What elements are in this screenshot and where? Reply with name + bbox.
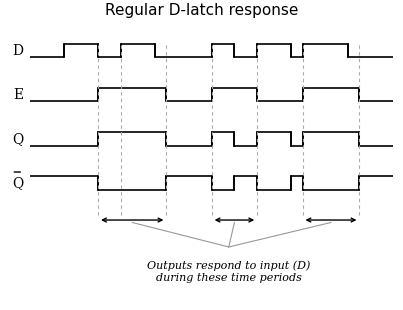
Text: Q: Q xyxy=(12,176,23,190)
Text: D: D xyxy=(12,43,23,58)
Text: Q: Q xyxy=(12,132,23,146)
Title: Regular D-latch response: Regular D-latch response xyxy=(105,3,298,18)
Text: E: E xyxy=(13,88,23,102)
Text: Outputs respond to input (D)
during these time periods: Outputs respond to input (D) during thes… xyxy=(147,261,310,283)
